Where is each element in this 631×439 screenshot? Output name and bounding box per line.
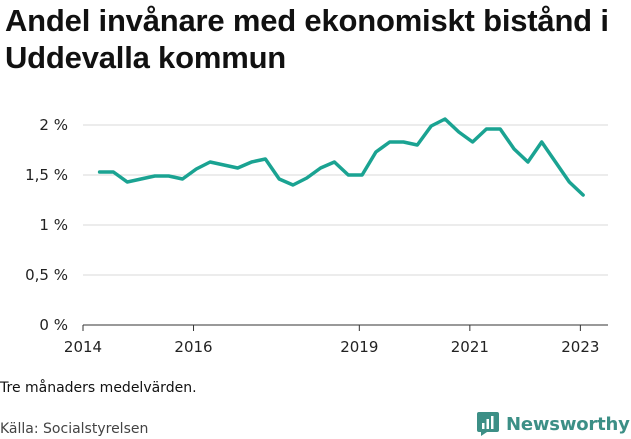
y-tick-label: 1,5 % [25,166,68,184]
x-tick-label: 2019 [340,338,378,356]
x-axis-ticks: 2014 2016 2019 2021 2023 [64,325,599,356]
y-tick-label: 2 % [39,116,68,134]
x-tick-label: 2021 [451,338,489,356]
grid-lines [83,124,608,276]
y-axis-ticks: 0 % 0,5 % 1 % 1,5 % 2 % [25,116,68,334]
newsworthy-logo[interactable]: Newsworthy [476,409,630,439]
x-tick-label: 2016 [174,338,212,356]
newsworthy-logo-text: Newsworthy [506,413,630,435]
series-layer [97,117,585,197]
newsworthy-logo-icon [477,412,499,436]
source-label: Källa: Socialstyrelsen [0,421,149,437]
y-tick-label: 1 % [39,216,68,234]
chart-title: Andel invånare med ekonomiskt bistånd i … [5,3,609,75]
y-tick-label: 0 % [39,316,68,334]
x-tick-label: 2023 [561,338,599,356]
y-tick-label: 0,5 % [25,266,68,284]
chart-note: Tre månaders medelvärden. [0,380,197,396]
x-tick-label: 2014 [64,338,102,356]
series-line [97,117,585,197]
